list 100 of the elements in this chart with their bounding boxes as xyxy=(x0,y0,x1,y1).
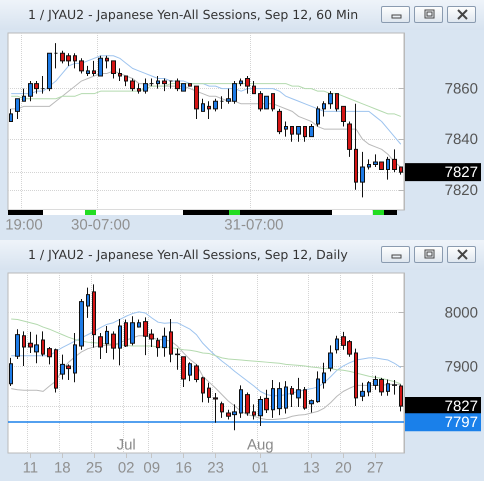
candlestick xyxy=(347,121,352,158)
candlestick xyxy=(239,384,243,418)
y-tick-label: 7860 xyxy=(444,80,478,98)
candlestick xyxy=(105,325,109,354)
y-tick-label: 7827 xyxy=(444,398,478,415)
candlestick xyxy=(86,287,90,318)
y-tick-label: 8000 xyxy=(444,304,478,322)
candlestick xyxy=(130,78,135,92)
candlestick xyxy=(277,382,282,416)
candlestick xyxy=(98,332,103,360)
candlestick xyxy=(207,100,211,120)
candlestick xyxy=(252,80,256,94)
candlestick xyxy=(92,284,96,348)
candlestick xyxy=(399,384,403,412)
candlestick xyxy=(360,151,365,198)
candlestick xyxy=(201,376,205,403)
candlestick xyxy=(22,88,26,102)
candlestick xyxy=(360,382,365,402)
y-tick-label: 7827 xyxy=(444,164,478,182)
candlestick xyxy=(303,126,307,142)
candlestick xyxy=(111,330,116,360)
candlestick xyxy=(194,86,199,120)
candlestick xyxy=(98,55,103,76)
candlestick xyxy=(290,126,294,142)
candlestick xyxy=(245,392,250,416)
candlestick xyxy=(54,348,58,393)
candlestick xyxy=(367,380,371,397)
candlestick xyxy=(169,80,173,90)
candlestick xyxy=(15,98,20,120)
candlestick xyxy=(213,98,218,112)
candlestick xyxy=(92,60,96,76)
candlestick xyxy=(156,337,160,358)
x-tick-label: 27 xyxy=(366,460,384,476)
candlestick xyxy=(367,158,371,170)
candlestick xyxy=(207,382,211,404)
candlestick xyxy=(303,386,307,410)
line-series xyxy=(10,311,402,396)
candlestick xyxy=(124,318,128,348)
x-tick-label: 23 xyxy=(207,460,224,476)
candlestick xyxy=(296,126,301,142)
x-tick-label: 09 xyxy=(143,460,160,476)
line-series xyxy=(10,55,402,145)
candlestick xyxy=(322,100,326,117)
candlestick xyxy=(277,108,282,135)
candlestick xyxy=(73,332,77,383)
line-series xyxy=(10,318,402,384)
candlestick xyxy=(169,318,173,363)
x-tick-label: 20 xyxy=(334,460,352,476)
candlestick xyxy=(137,83,141,94)
candlestick xyxy=(73,52,77,69)
candlestick xyxy=(181,356,186,388)
line-series xyxy=(10,70,402,168)
candlestick xyxy=(309,398,314,413)
candlestick xyxy=(399,166,403,176)
candlestick xyxy=(271,93,275,112)
candlestick xyxy=(47,346,52,365)
candlestick xyxy=(392,148,397,173)
candlestick xyxy=(220,401,224,418)
x-tick-label: 30-07:00 xyxy=(71,216,130,234)
candlestick xyxy=(194,364,199,383)
candlestick xyxy=(220,96,224,110)
candlestick xyxy=(156,75,160,90)
candlestick xyxy=(47,52,52,92)
candlestick xyxy=(175,348,180,370)
candlestick xyxy=(162,78,167,92)
line-series xyxy=(10,335,402,420)
candlestick xyxy=(54,42,58,69)
candlestick xyxy=(86,65,90,76)
candlestick xyxy=(316,106,320,128)
candlestick xyxy=(9,357,13,386)
y-tick-label: 7820 xyxy=(444,182,478,199)
candlestick xyxy=(15,328,20,360)
candlestick xyxy=(354,103,358,190)
candlestick xyxy=(245,75,250,94)
x-tick-label: 18 xyxy=(54,460,71,476)
x-tick-label: 31-07:00 xyxy=(224,216,284,234)
x-tick-label: 13 xyxy=(303,460,320,476)
chart-title: 1 / JYAU2 - Japanese Yen-All Sessions, Sep 12, Daily xyxy=(28,247,348,262)
candlestick xyxy=(284,380,288,414)
candlestick xyxy=(335,93,339,112)
y-tick-label: 7840 xyxy=(444,131,478,148)
candlestick xyxy=(252,404,256,420)
candlestick xyxy=(79,298,84,350)
candlestick xyxy=(79,58,84,74)
x-tick-label: 16 xyxy=(175,460,192,476)
x-tick-label: Aug 01 xyxy=(246,436,274,476)
candlestick xyxy=(328,344,333,372)
candlestick xyxy=(213,392,218,424)
candlestick xyxy=(284,121,288,138)
y-tick-label: 7900 xyxy=(444,358,478,376)
candlestick xyxy=(335,335,339,354)
candlestick xyxy=(354,348,358,406)
x-tick-label: Jul 02 xyxy=(116,436,136,476)
candlestick xyxy=(322,362,326,390)
x-tick-label: 25 xyxy=(86,460,103,476)
candlestick xyxy=(296,377,301,408)
candlestick xyxy=(9,108,13,122)
candlestick xyxy=(386,378,390,396)
candlestick xyxy=(105,55,109,69)
candlestick xyxy=(341,106,346,128)
